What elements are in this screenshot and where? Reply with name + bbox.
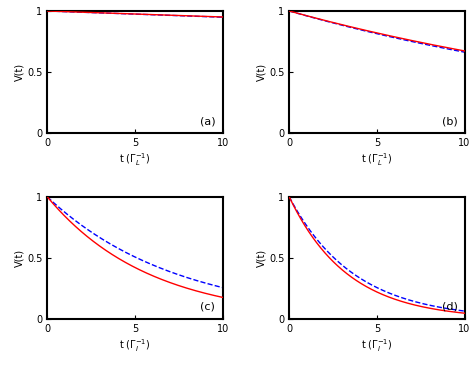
Y-axis label: V(t): V(t) [256,63,266,81]
Text: (a): (a) [200,116,216,126]
Text: (d): (d) [442,302,457,312]
Y-axis label: V(t): V(t) [14,249,24,267]
X-axis label: t ($\Gamma_I^{-1}$): t ($\Gamma_I^{-1}$) [361,337,392,354]
X-axis label: t ($\Gamma_I^{-1}$): t ($\Gamma_I^{-1}$) [119,337,151,354]
Y-axis label: V(t): V(t) [14,63,24,81]
Y-axis label: V(t): V(t) [256,249,266,267]
X-axis label: t ($\Gamma_L^{-1}$): t ($\Gamma_L^{-1}$) [361,151,392,168]
X-axis label: t ($\Gamma_L^{-1}$): t ($\Gamma_L^{-1}$) [119,151,151,168]
Text: (b): (b) [442,116,457,126]
Text: (c): (c) [200,302,215,312]
